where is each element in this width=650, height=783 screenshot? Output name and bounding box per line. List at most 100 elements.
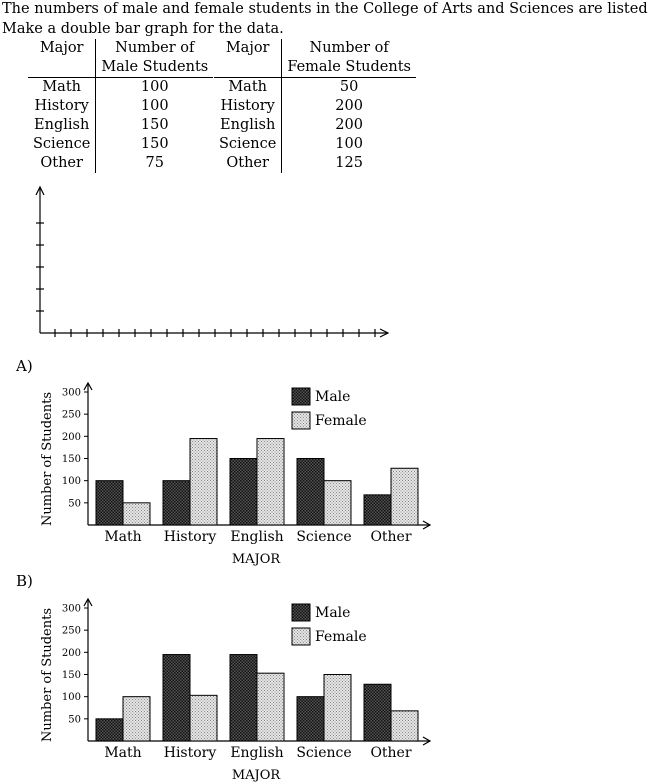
option-b-y-tick-label: 250 xyxy=(62,626,81,637)
option-b-y-arrow xyxy=(83,597,93,607)
male-table-count-cell: 100 xyxy=(140,79,169,95)
option-b-bar-female xyxy=(323,674,352,742)
option-a-y-tick-label: 50 xyxy=(68,498,81,509)
option-b-bar-male xyxy=(363,683,392,742)
option-b-x-tick-label: Other xyxy=(370,745,411,761)
female-table-count-cell: 100 xyxy=(335,136,363,152)
female-table-major-cell: History xyxy=(214,97,283,116)
option-a-bar-female xyxy=(323,480,352,526)
option-b-x-tick-label: English xyxy=(230,745,283,761)
option-a-legend-swatch-male xyxy=(291,387,311,406)
option-a-legend-label: Male xyxy=(315,389,350,405)
female-table-major-cell: English xyxy=(214,116,283,135)
female-table-row: Science 100 xyxy=(214,135,416,154)
option-a-bar-female xyxy=(189,438,218,526)
female-table-count-cell: 200 xyxy=(335,98,363,114)
option-a-y-tick-label: 250 xyxy=(62,410,81,421)
male-table-major-cell: English xyxy=(28,116,97,135)
male-table-count-cell: 150 xyxy=(140,117,169,133)
option-b-y-tick-label: 200 xyxy=(62,648,81,659)
option-b-bar-female xyxy=(390,710,419,742)
option-a-y-axis-label: Number of Students xyxy=(40,392,55,526)
option-a-x-tick-label: History xyxy=(164,529,217,545)
male-table-count-cell: 100 xyxy=(140,98,169,114)
female-table-major-cell: Other xyxy=(214,154,283,173)
male-table-row: Math 100 xyxy=(28,77,213,97)
female-table-count-cell: 200 xyxy=(335,117,363,133)
option-a-y-tick-label: 100 xyxy=(62,476,81,487)
option-a-x-axis-label: MAJOR xyxy=(232,552,282,567)
option-b-bar-female xyxy=(256,672,285,742)
option-a-x-tick-label: English xyxy=(230,529,283,545)
male-table-header-major: Major xyxy=(28,39,97,58)
option-a-x-tick-label: Other xyxy=(370,529,411,545)
option-a-y-tick-label: 150 xyxy=(62,454,81,465)
option-b-y-tick-label: 150 xyxy=(62,670,81,681)
option-a-y-tick-label: 300 xyxy=(62,388,81,399)
option-b-legend-swatch-male xyxy=(291,603,311,622)
male-table-major-cell: Science xyxy=(28,135,97,154)
option-a-x-arrow xyxy=(422,520,432,530)
female-table-header-major: Major xyxy=(214,39,283,58)
option-b-bar-female xyxy=(122,696,151,742)
option-b-chart: 50 100 150 200 250 300 Number of Students Math H… xyxy=(40,597,432,783)
option-b-bar-male xyxy=(162,654,191,742)
male-table-row: English 150 xyxy=(28,116,213,135)
option-a-bar-female xyxy=(390,467,419,526)
male-table: Major Number of Male Students Math 100 His… xyxy=(28,39,214,173)
option-b-x-axis-label: MAJOR xyxy=(232,768,282,783)
male-table-header-count: Number of xyxy=(115,40,195,56)
female-table-row: English 200 xyxy=(214,116,416,135)
question-line-1: The numbers of male and female students … xyxy=(2,1,650,17)
option-a-bar-male xyxy=(162,480,191,526)
male-table-major-cell: Math xyxy=(28,77,97,97)
option-b-legend-swatch-female xyxy=(291,627,311,646)
option-b-x-tick-label: Science xyxy=(296,745,351,761)
male-table-header-count-2: Male Students xyxy=(95,58,214,78)
male-table-major-cell: Other xyxy=(28,154,97,173)
female-table-count-cell: 125 xyxy=(335,155,363,171)
female-table: Major Number of Female Students Math 50 Hi… xyxy=(214,39,416,173)
female-table-header-count: Number of xyxy=(309,40,389,56)
question-line-2: Make a double bar graph for the data. xyxy=(2,21,284,37)
option-a-bar-male xyxy=(229,458,258,526)
option-b-x-tick-label: Math xyxy=(104,745,141,761)
male-table-row: Other 75 xyxy=(28,154,213,173)
option-a-label: A) xyxy=(16,357,33,375)
option-b-y-tick-label: 50 xyxy=(68,714,81,725)
option-a-bar-male xyxy=(95,480,124,526)
male-table-count-cell: 75 xyxy=(145,155,164,171)
option-a-y-tick-label: 200 xyxy=(62,432,81,443)
option-b-x-tick-label: History xyxy=(164,745,217,761)
option-b-bar-male xyxy=(95,718,124,742)
option-b-y-tick-label: 300 xyxy=(62,604,81,615)
option-a-x-tick-label: Math xyxy=(104,529,141,545)
option-b-y-axis-label: Number of Students xyxy=(40,608,55,742)
female-table-row: History 200 xyxy=(214,97,416,116)
option-a-chart: 50 100 150 200 250 300 Number of Students Math H… xyxy=(40,381,432,567)
option-a-bar-female xyxy=(256,438,285,526)
female-table-header-count-2: Female Students xyxy=(281,58,416,78)
female-table-major-cell: Math xyxy=(214,77,283,97)
option-b-bar-male xyxy=(229,654,258,742)
option-b-bar-female xyxy=(189,694,218,742)
blank-y-arrow xyxy=(35,185,45,196)
option-b-legend-label: Male xyxy=(315,605,350,621)
female-table-row: Math 50 xyxy=(214,77,416,97)
male-table-count-cell: 150 xyxy=(140,136,169,152)
male-table-row: History 100 xyxy=(28,97,213,116)
option-a-x-tick-label: Science xyxy=(296,529,351,545)
option-a-legend-swatch-female xyxy=(291,411,311,430)
option-a-bar-male xyxy=(363,494,392,526)
option-a-bar-female xyxy=(122,502,151,526)
option-a-legend-label: Female xyxy=(315,413,367,429)
option-b-x-arrow xyxy=(422,736,432,746)
male-table-row: Science 150 xyxy=(28,135,213,154)
option-a-y-arrow xyxy=(83,381,93,391)
female-table-row: Other 125 xyxy=(214,154,416,173)
male-table-major-cell: History xyxy=(28,97,97,116)
female-table-count-cell: 50 xyxy=(339,79,359,95)
blank-x-arrow xyxy=(379,328,390,338)
option-b-label: B) xyxy=(16,572,33,590)
